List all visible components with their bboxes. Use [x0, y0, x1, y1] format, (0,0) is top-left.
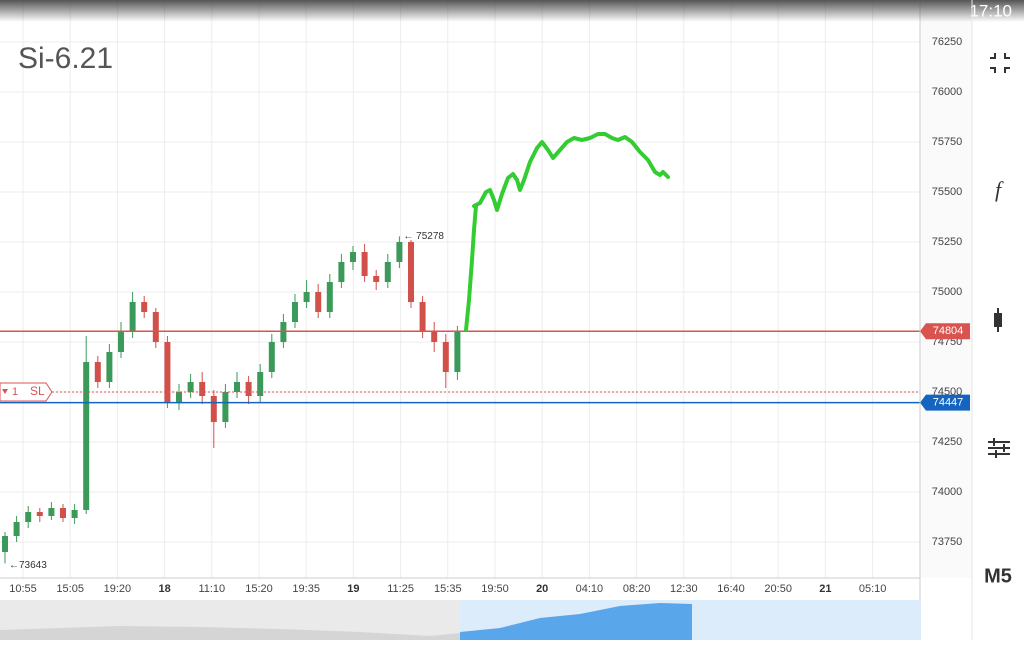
y-tick-label: 74250 [932, 436, 963, 448]
status-time: 17:10 [969, 1, 1012, 20]
candle-body [350, 252, 356, 262]
candle-body [164, 342, 171, 402]
x-tick-label: 15:05 [56, 583, 84, 595]
x-tick-label: 19 [347, 583, 359, 595]
candle-body [326, 282, 333, 312]
x-tick-label: 15:20 [245, 583, 273, 595]
y-tick-label: 75500 [932, 186, 963, 198]
functions-button[interactable]: f [995, 177, 1004, 202]
candle-body [419, 302, 426, 332]
candle-body [141, 302, 148, 312]
candle-body [234, 382, 240, 392]
candle-body [373, 276, 380, 282]
candle-body [338, 262, 345, 282]
x-tick-label: 21 [819, 583, 831, 595]
x-tick-label: 16:40 [717, 583, 745, 595]
candle-body [106, 352, 113, 382]
settings-button[interactable] [988, 438, 1010, 458]
candle-body [118, 332, 124, 352]
y-tick-label: 74000 [932, 486, 963, 498]
candle-body [60, 508, 66, 518]
candle-body [315, 292, 322, 312]
x-tick-label: 15:35 [434, 583, 462, 595]
candle-body [384, 262, 391, 282]
candle-body [245, 382, 252, 396]
candle-body [210, 396, 217, 422]
x-tick-label: 04:10 [576, 583, 604, 595]
candle-body [303, 292, 310, 302]
y-tick-label: 75750 [932, 136, 963, 148]
order-tag[interactable] [0, 382, 53, 402]
candle-body [361, 252, 368, 276]
candle-body [396, 242, 403, 262]
x-tick-label: 20:50 [764, 583, 792, 595]
y-tick-label: 76250 [932, 36, 963, 48]
candle-body [222, 392, 229, 422]
x-tick-label: 19:20 [104, 583, 132, 595]
candle-body [71, 510, 78, 518]
y-tick-label: 73750 [932, 536, 963, 548]
hand-drawing [464, 132, 670, 332]
candle-body [13, 522, 20, 536]
candle-body [408, 242, 414, 302]
candle-body [268, 342, 275, 372]
candle-body [292, 302, 298, 322]
candle-body [94, 362, 101, 382]
candle-body [2, 536, 8, 552]
price-annotation: ← 75278 [403, 231, 444, 242]
candle-body [25, 512, 32, 522]
y-tick-label: 75250 [932, 236, 963, 248]
x-tick-label: 19:50 [481, 583, 509, 595]
candle-body [36, 512, 43, 516]
price-tag-label: 74447 [933, 397, 964, 409]
x-tick-label: 08:20 [623, 583, 651, 595]
price-tag-label: 74804 [933, 325, 964, 337]
candle-body [152, 312, 159, 342]
candle-body [187, 382, 194, 392]
x-tick-label: 19:35 [292, 583, 320, 595]
x-tick-label: 18 [158, 583, 170, 595]
x-tick-label: 10:55 [9, 583, 37, 595]
y-tick-label: 76000 [932, 86, 963, 98]
candle-body [176, 392, 182, 402]
x-tick-label: 05:10 [859, 583, 887, 595]
status-bar [0, 0, 1024, 22]
candle-body [454, 331, 461, 372]
order-arrow [2, 389, 8, 394]
chart-type-button[interactable] [994, 308, 1002, 332]
x-tick-label: 11:25 [387, 583, 414, 595]
candle-body [442, 342, 449, 372]
x-tick-label: 11:10 [198, 583, 225, 595]
price-annotation: ←73643 [9, 560, 47, 571]
navigator-area [0, 626, 460, 640]
price-tag [920, 394, 970, 411]
order-label: SL [30, 384, 45, 398]
timeframe-button[interactable]: M5 [984, 565, 1012, 587]
order-count: 1 [12, 386, 18, 398]
candle-body [257, 372, 264, 396]
candle-body [129, 302, 136, 332]
candle-body [199, 382, 206, 396]
y-tick-label: 75000 [932, 286, 963, 298]
candle-body [431, 332, 438, 342]
price-axis-bg [920, 0, 972, 578]
price-tag [920, 323, 970, 340]
navigator-area [460, 603, 692, 640]
chart-title: Si-6.21 [18, 42, 113, 75]
candle-body [48, 508, 55, 516]
x-tick-label: 20 [536, 583, 548, 595]
plot: 10:55 15:05 19:20 18 11:10 15:20 19:35 19 11:25 1… [0, 0, 970, 595]
collapse-icon[interactable] [990, 53, 1010, 73]
candle-body [280, 322, 287, 342]
x-tick-label: 12:30 [670, 583, 698, 595]
candle-body [83, 362, 90, 510]
